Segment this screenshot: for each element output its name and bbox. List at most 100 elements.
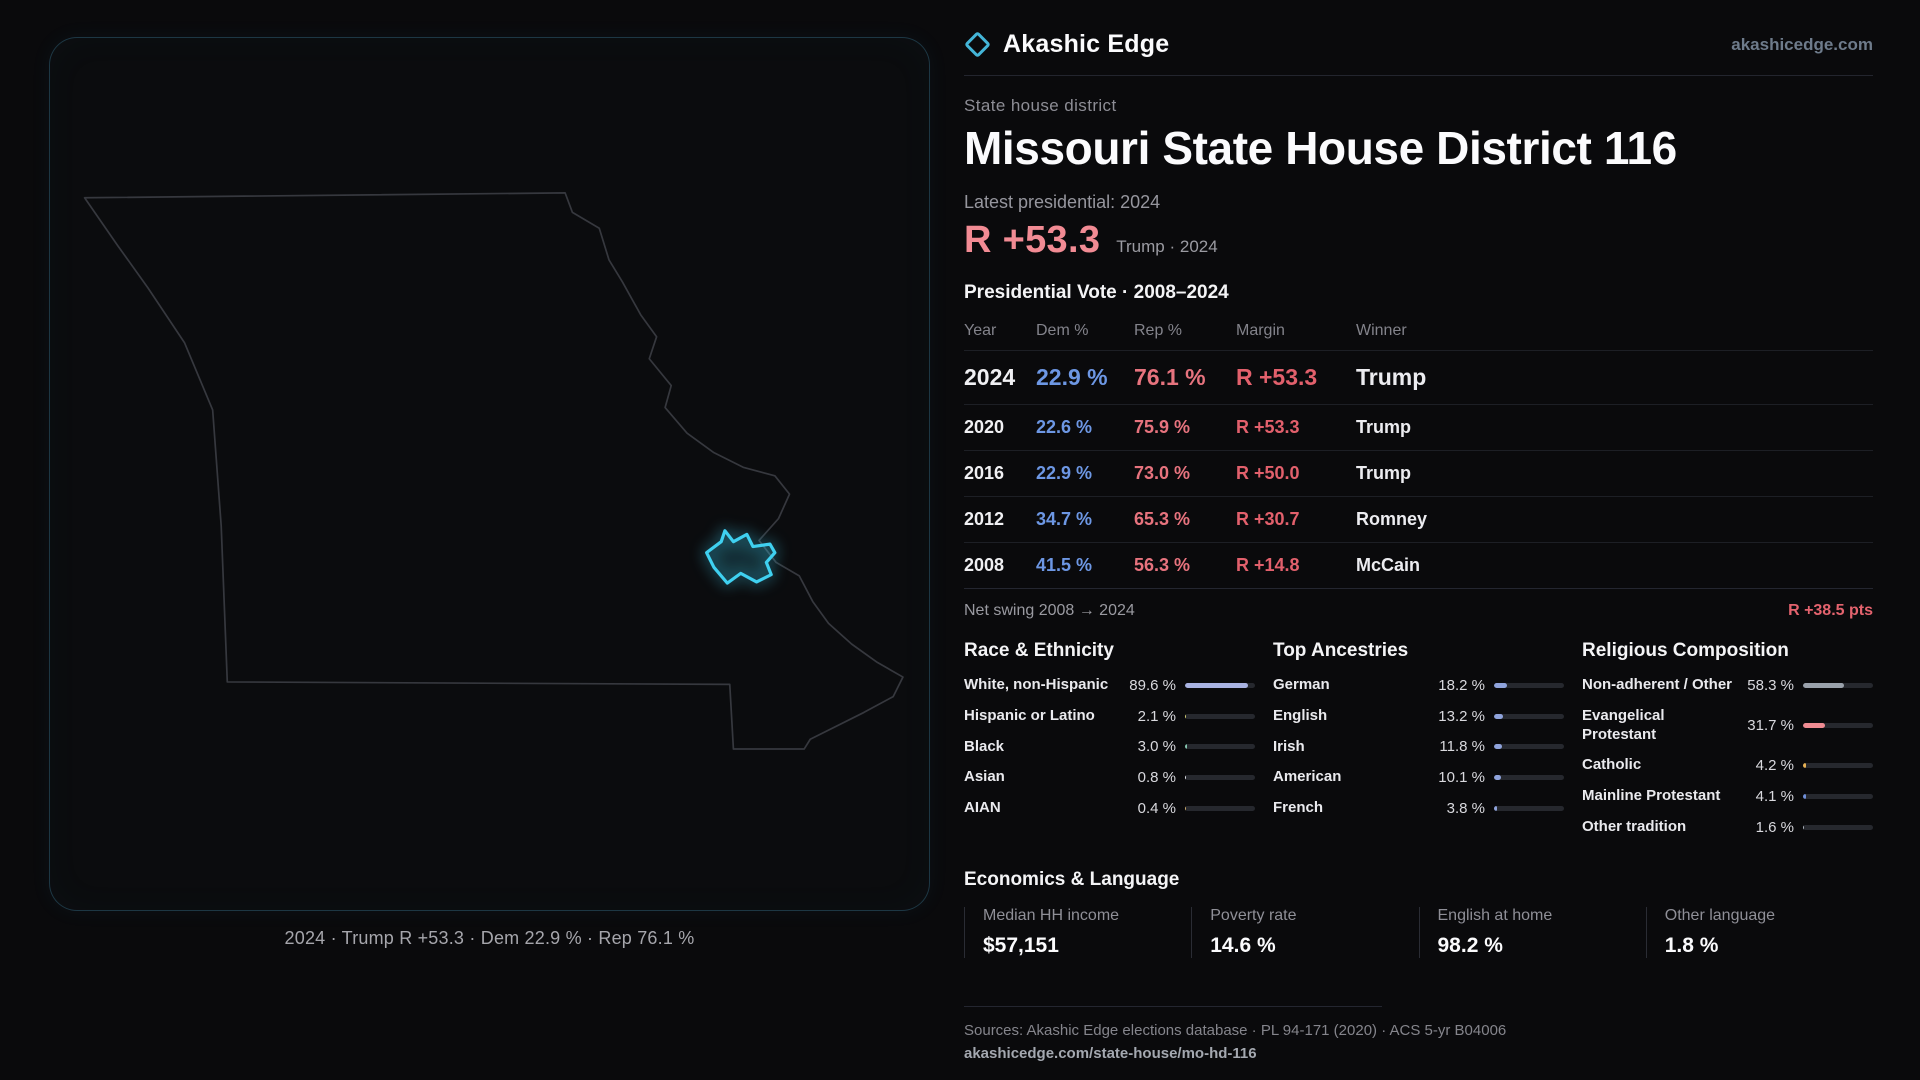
demo-value: 0.8 %: [1137, 769, 1176, 787]
cell-margin: R +53.3: [1236, 364, 1318, 390]
bar-track: [1494, 775, 1564, 781]
diamond-logo-icon: [964, 31, 991, 58]
demo-label: Irish: [1273, 737, 1305, 755]
bar-fill: [1494, 805, 1497, 811]
cell-margin: R +30.7: [1236, 509, 1300, 529]
bar-track: [1185, 805, 1255, 811]
brand: Akashic Edge: [964, 30, 1169, 59]
map-caption: 2024 · Trump R +53.3 · Dem 22.9 % · Rep …: [284, 928, 695, 948]
ancestries-section: Top Ancestries German 18.2 % English 13.…: [1273, 624, 1564, 843]
missouri-map: [83, 192, 904, 750]
table-row: 2024 22.9 % 76.1 % R +53.3 Trump: [964, 350, 1873, 404]
demo-label: Other tradition: [1582, 817, 1687, 835]
latest-margin-value: R +53.3: [964, 219, 1101, 261]
economics-stats: Median HH income $57,151 Poverty rate 14…: [964, 906, 1873, 958]
cell-rep: 73.0 %: [1134, 463, 1191, 483]
demo-label: Hispanic or Latino: [964, 706, 1095, 724]
cell-year: 2008: [964, 555, 1005, 575]
demo-row: Irish 11.8 %: [1273, 732, 1564, 763]
demo-value: 18.2 %: [1438, 676, 1485, 694]
bar-fill: [1803, 763, 1806, 769]
stat-label: English at home: [1437, 906, 1553, 924]
latest-margin-sub: Trump · 2024: [1116, 237, 1218, 256]
net-swing-label: Net swing 2008 → 2024: [964, 602, 1135, 619]
demo-label: Catholic: [1582, 756, 1642, 774]
cell-dem: 41.5 %: [1036, 555, 1093, 575]
permalink[interactable]: akashicedge.com/state-house/mo-hd-116: [964, 1044, 1257, 1062]
cell-winner: Romney: [1356, 509, 1428, 529]
bar-fill: [1803, 824, 1805, 830]
bar-fill: [1185, 713, 1187, 719]
cell-margin: R +50.0: [1236, 463, 1300, 483]
page-title: Missouri State House District 116: [964, 122, 1677, 174]
race-ethnicity-section: Race & Ethnicity White, non-Hispanic 89.…: [964, 624, 1255, 843]
bar-track: [1494, 744, 1564, 750]
district-highlight-shape: [704, 529, 777, 585]
table-row: 2008 41.5 % 56.3 % R +14.8 McCain: [964, 542, 1873, 588]
bar-fill: [1803, 723, 1826, 728]
demo-label: Evangelical Protestant: [1582, 706, 1665, 743]
vote-table-title: Presidential Vote · 2008–2024: [964, 282, 1229, 303]
demo-value: 4.2 %: [1755, 757, 1794, 775]
race-title: Race & Ethnicity: [964, 640, 1114, 661]
demo-row: English 13.2 %: [1273, 701, 1564, 732]
cell-rep: 75.9 %: [1134, 417, 1191, 437]
brand-domain-link[interactable]: akashicedge.com: [1731, 34, 1873, 54]
cell-year: 2020: [964, 417, 1005, 437]
bar-track: [1803, 793, 1873, 799]
stat-median-income: Median HH income $57,151: [964, 906, 1191, 958]
demo-row: German 18.2 %: [1273, 670, 1564, 701]
cell-winner: Trump: [1356, 417, 1412, 437]
demo-label: French: [1273, 799, 1324, 816]
cell-margin: R +53.3: [1236, 417, 1300, 437]
cell-year: 2012: [964, 509, 1005, 529]
stat-value: 14.6 %: [1210, 933, 1276, 957]
demo-row: White, non-Hispanic 89.6 %: [964, 670, 1255, 701]
demo-value: 11.8 %: [1439, 738, 1485, 756]
col-winner: Winner: [1356, 322, 1407, 339]
demo-value: 10.1 %: [1438, 769, 1485, 787]
cell-dem: 22.6 %: [1036, 417, 1093, 437]
demo-label: Black: [964, 737, 1005, 755]
info-panel: Akashic Edge akashicedge.com State house…: [964, 30, 1873, 1063]
demo-value: 89.6 %: [1129, 676, 1176, 694]
demo-value: 0.4 %: [1137, 799, 1176, 817]
bar-track: [1803, 682, 1873, 688]
vote-table-header: Year Dem % Rep % Margin Winner: [964, 314, 1873, 350]
stat-other-language: Other language 1.8 %: [1645, 906, 1873, 958]
stat-poverty-rate: Poverty rate 14.6 %: [1191, 906, 1418, 958]
cell-year: 2016: [964, 463, 1005, 483]
demo-value: 2.1 %: [1137, 707, 1176, 725]
table-row: 2012 34.7 % 65.3 % R +30.7 Romney: [964, 496, 1873, 542]
stat-english-at-home: English at home 98.2 %: [1418, 906, 1646, 958]
latest-margin-row: R +53.3 Trump · 2024: [964, 219, 1873, 262]
missouri-outline: [83, 192, 904, 750]
demo-label: White, non-Hispanic: [964, 676, 1109, 693]
demo-label: AIAN: [964, 799, 1001, 816]
cell-rep: 76.1 %: [1134, 364, 1206, 390]
demo-row: American 10.1 %: [1273, 762, 1564, 793]
demo-row: Evangelical Protestant 31.7 %: [1582, 701, 1873, 751]
col-year: Year: [964, 322, 997, 339]
sources-line: Sources: Akashic Edge elections database…: [964, 1021, 1507, 1039]
cell-winner: Trump: [1356, 463, 1412, 483]
demo-value: 13.2 %: [1438, 707, 1485, 725]
demo-value: 3.0 %: [1137, 738, 1176, 756]
demographics-grid: Race & Ethnicity White, non-Hispanic 89.…: [964, 624, 1873, 843]
col-margin: Margin: [1236, 322, 1285, 339]
bar-fill: [1803, 682, 1844, 688]
demo-row: Black 3.0 %: [964, 732, 1255, 763]
stat-label: Poverty rate: [1210, 906, 1297, 924]
demo-row: Asian 0.8 %: [964, 762, 1255, 793]
demo-label: German: [1273, 676, 1330, 693]
footer-divider: [964, 1005, 1383, 1007]
net-swing-row: Net swing 2008 → 2024 R +38.5 pts: [964, 588, 1873, 620]
cell-dem: 34.7 %: [1036, 509, 1093, 529]
bar-fill: [1494, 775, 1502, 781]
bar-fill: [1494, 744, 1503, 750]
kicker: State house district: [964, 96, 1117, 115]
cell-dem: 22.9 %: [1036, 463, 1093, 483]
cell-rep: 56.3 %: [1134, 555, 1191, 575]
stat-value: 1.8 %: [1664, 933, 1719, 957]
